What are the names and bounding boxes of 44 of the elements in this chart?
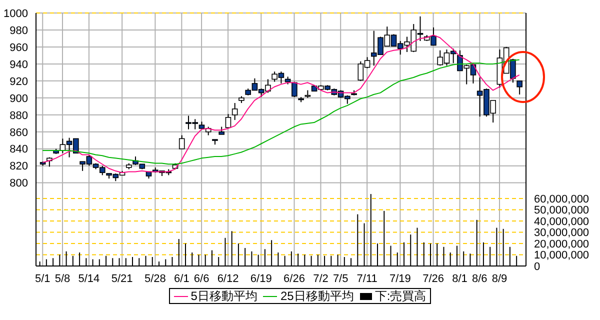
legend-label: 下:売買高: [374, 288, 426, 304]
y2-tick-label: 50,000,000: [534, 204, 590, 217]
y-tick-label: 1000: [4, 8, 28, 20]
y-tick-label: 800: [10, 178, 28, 190]
candlestick: [292, 81, 298, 98]
y-tick-label: 900: [10, 92, 28, 105]
legend-label: 5日移動平均: [190, 288, 258, 304]
x-tick-label: 5/1: [34, 272, 50, 285]
x-tick-label: 8/9: [492, 272, 508, 285]
x-tick-label: 5/14: [78, 272, 100, 285]
x-tick-label: 5/8: [54, 272, 70, 285]
y-tick-label: 960: [10, 42, 28, 54]
x-tick-label: 8/6: [472, 272, 488, 285]
y2-tick-label: 30,000,000: [534, 227, 590, 240]
x-tick-label: 7/19: [389, 272, 411, 285]
candlestick: [225, 114, 232, 128]
x-tick-label: 8/1: [452, 272, 468, 285]
y-tick-label: 840: [10, 144, 28, 156]
candlestick: [178, 134, 185, 150]
y2-tick-label: 0: [534, 260, 540, 273]
x-tick-label: 7/2: [313, 272, 328, 285]
x-tick-label: 7/5: [332, 272, 348, 285]
y2-tick-label: 10,000,000: [534, 250, 590, 262]
candlestick: [516, 80, 522, 96]
y-tick-label: 920: [10, 76, 28, 88]
x-tick-label: 6/19: [250, 272, 272, 285]
x-tick-label: 5/21: [111, 272, 133, 285]
y-tick-label: 860: [10, 126, 28, 139]
x-tick-label: 6/26: [284, 272, 305, 285]
y-tick-label: 980: [10, 24, 28, 37]
x-tick-label: 7/11: [356, 272, 378, 285]
legend-label: 25日移動平均: [280, 288, 354, 304]
candlestick: [232, 102, 238, 120]
x-tick-label: 6/1: [174, 272, 190, 285]
x-tick-label: 6/12: [217, 272, 239, 285]
x-tick-label: 6/6: [194, 272, 210, 285]
y2-tick-label: 60,000,000: [534, 193, 590, 206]
y-tick-label: 940: [10, 58, 28, 71]
y2-tick-label: 20,000,000: [534, 238, 590, 250]
y-tick-label: 880: [10, 110, 28, 122]
y-tick-label: 820: [10, 160, 28, 173]
x-tick-label: 7/26: [422, 272, 444, 285]
x-tick-label: 5/28: [144, 272, 166, 285]
y2-tick-label: 40,000,000: [534, 216, 590, 228]
